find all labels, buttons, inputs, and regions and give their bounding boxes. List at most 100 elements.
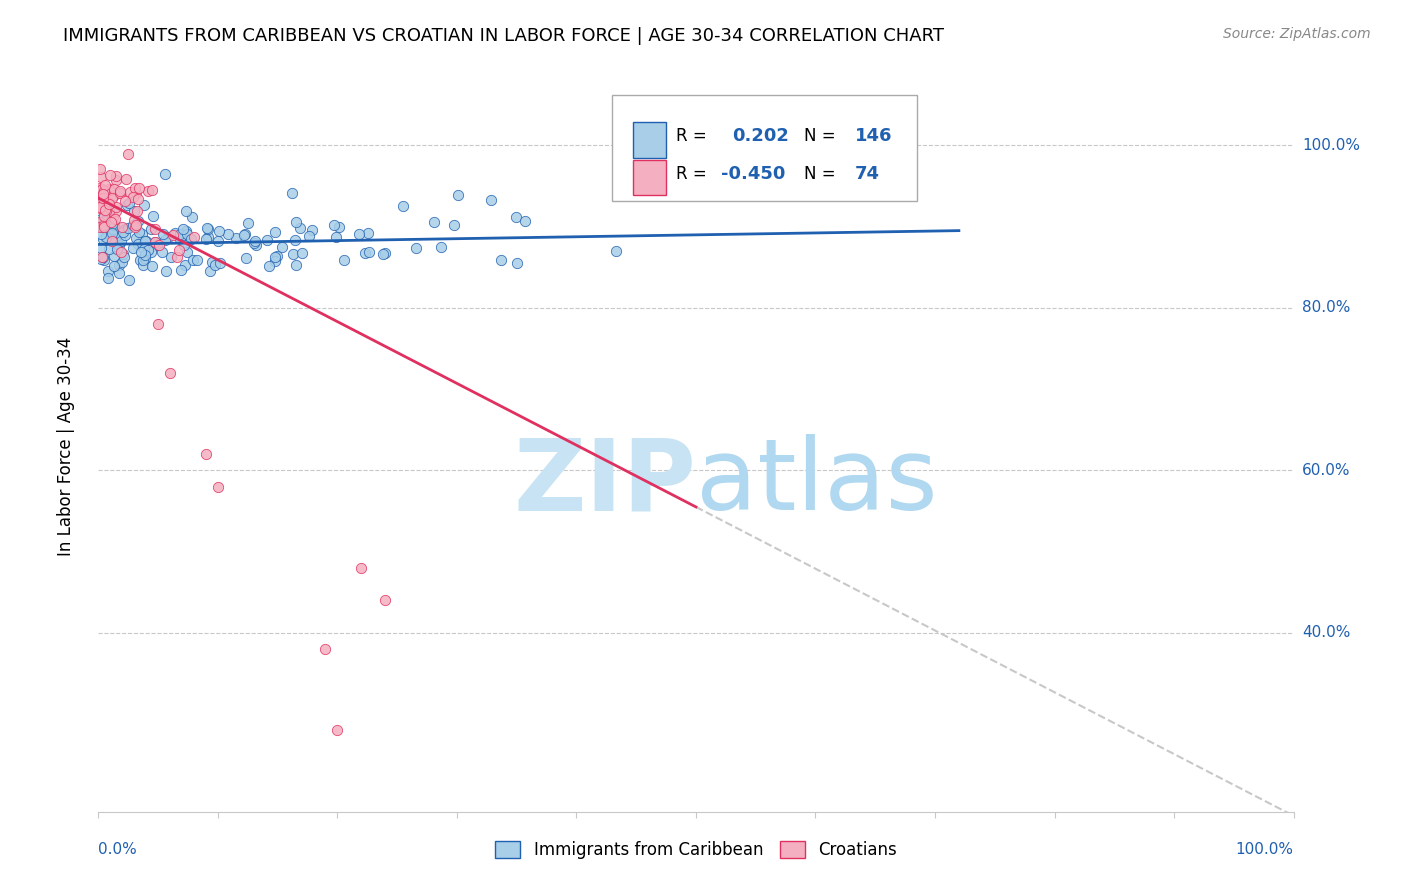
- Point: [232, 227, 254, 242]
- Text: 100.0%: 100.0%: [1302, 137, 1360, 153]
- Point: [447, 187, 470, 202]
- Point: [207, 480, 229, 494]
- Point: [204, 258, 226, 272]
- Point: [183, 229, 205, 244]
- Point: [236, 216, 259, 230]
- Point: [169, 227, 191, 241]
- Point: [107, 237, 129, 252]
- Point: [217, 227, 239, 241]
- Point: [104, 173, 127, 187]
- Point: [111, 247, 134, 261]
- Point: [96, 230, 118, 244]
- Point: [163, 226, 186, 240]
- Point: [128, 235, 150, 250]
- Point: [101, 222, 124, 236]
- Point: [152, 227, 174, 242]
- Point: [93, 220, 115, 235]
- Point: [141, 244, 163, 259]
- Point: [101, 217, 124, 231]
- Text: IMMIGRANTS FROM CARIBBEAN VS CROATIAN IN LABOR FORCE | AGE 30-34 CORRELATION CHA: IMMIGRANTS FROM CARIBBEAN VS CROATIAN IN…: [63, 27, 945, 45]
- Point: [103, 259, 125, 273]
- Point: [97, 196, 120, 211]
- Point: [131, 235, 153, 249]
- Point: [181, 253, 204, 268]
- Point: [148, 237, 170, 252]
- Point: [93, 210, 115, 224]
- Point: [103, 249, 125, 263]
- Point: [91, 220, 114, 235]
- Point: [97, 182, 120, 196]
- Point: [315, 642, 337, 657]
- Point: [256, 233, 278, 247]
- Point: [132, 252, 155, 267]
- Point: [114, 172, 136, 186]
- Point: [325, 229, 347, 244]
- Point: [233, 227, 256, 241]
- Point: [101, 226, 124, 240]
- Point: [107, 258, 129, 272]
- Point: [176, 245, 198, 260]
- Y-axis label: In Labor Force | Age 30-34: In Labor Force | Age 30-34: [56, 336, 75, 556]
- Point: [125, 186, 148, 200]
- Point: [93, 187, 115, 202]
- Point: [266, 249, 288, 263]
- Point: [235, 252, 257, 266]
- Point: [93, 203, 115, 218]
- Point: [90, 212, 112, 227]
- Point: [94, 204, 117, 219]
- Legend: Immigrants from Caribbean, Croatians: Immigrants from Caribbean, Croatians: [488, 834, 904, 865]
- Point: [443, 218, 465, 232]
- Point: [91, 250, 114, 264]
- Point: [105, 203, 128, 218]
- Point: [134, 252, 156, 266]
- Point: [281, 247, 304, 261]
- Point: [97, 264, 120, 278]
- Point: [354, 246, 377, 260]
- Point: [94, 217, 117, 231]
- Point: [263, 225, 285, 239]
- Point: [422, 215, 444, 229]
- Text: -0.450: -0.450: [721, 165, 786, 183]
- Point: [132, 243, 155, 257]
- Point: [374, 245, 396, 260]
- Point: [125, 231, 148, 245]
- Text: ZIP: ZIP: [513, 434, 696, 531]
- Text: 100.0%: 100.0%: [1236, 842, 1294, 857]
- Point: [243, 234, 266, 248]
- Point: [208, 256, 231, 270]
- Point: [245, 238, 267, 252]
- Point: [89, 162, 111, 177]
- Point: [90, 227, 112, 242]
- Point: [132, 258, 155, 272]
- Point: [134, 234, 156, 248]
- Point: [169, 263, 191, 277]
- Point: [141, 221, 163, 235]
- Point: [118, 273, 141, 287]
- Point: [141, 183, 163, 197]
- Point: [281, 186, 304, 200]
- Point: [332, 252, 354, 267]
- Point: [110, 186, 132, 200]
- Point: [93, 218, 115, 232]
- Point: [90, 183, 112, 197]
- Point: [143, 235, 166, 249]
- Point: [104, 201, 127, 215]
- Point: [101, 210, 124, 224]
- Point: [114, 194, 136, 208]
- Point: [174, 224, 197, 238]
- Point: [605, 244, 627, 259]
- Point: [181, 210, 204, 224]
- Point: [357, 244, 380, 259]
- Point: [143, 222, 166, 236]
- Point: [134, 198, 156, 212]
- Point: [169, 232, 191, 246]
- Point: [100, 232, 122, 246]
- Text: 80.0%: 80.0%: [1302, 301, 1350, 316]
- Text: Source: ZipAtlas.com: Source: ZipAtlas.com: [1223, 27, 1371, 41]
- Point: [197, 221, 219, 235]
- Point: [89, 219, 111, 234]
- Point: [491, 252, 513, 267]
- Point: [118, 195, 141, 210]
- Text: 0.0%: 0.0%: [98, 842, 138, 857]
- Point: [122, 190, 145, 204]
